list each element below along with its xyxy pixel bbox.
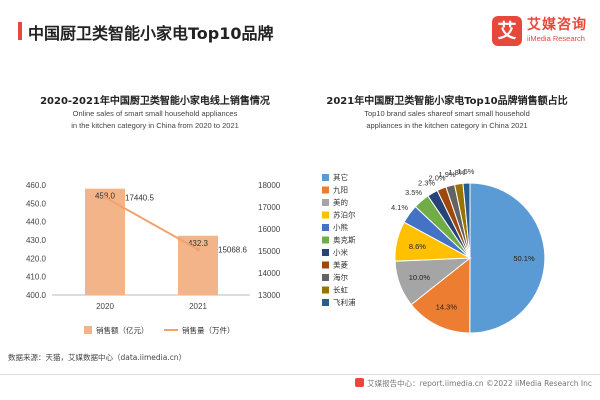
right-axis-tick-label: 13000 xyxy=(258,291,281,300)
data-source-note: 数据来源：天猫，艾媒数据中心（data.iimedia.cn） xyxy=(8,353,187,362)
pie-legend-swatch xyxy=(322,199,329,206)
right-axis-tick-label: 17000 xyxy=(258,203,281,212)
pie-legend-swatch xyxy=(322,274,329,281)
pie-legend-label: 长虹 xyxy=(333,285,348,295)
bar-line-combo-chart: 400.0 410.0 420.0 430.0 440.0 450.0 460.0 13000… xyxy=(26,181,281,335)
footer-divider xyxy=(0,374,600,375)
bar-chart-subtitle-line: in the kitchen category in China from 20… xyxy=(71,121,239,130)
pie-legend-swatch xyxy=(322,211,329,219)
pie-legend-swatch xyxy=(322,236,329,244)
pie-slice xyxy=(410,256,471,334)
pie-legend-swatch xyxy=(322,174,329,181)
pie-legend-swatch xyxy=(322,186,329,194)
pie-slice-label: 14.3% xyxy=(436,303,458,312)
bar-chart-subtitle-line: Online sales of smart small household ap… xyxy=(72,109,238,118)
pie-chart-subtitle-line: Top10 brand sales shareof smart small ho… xyxy=(364,109,530,118)
pie-legend-label: 九阳 xyxy=(333,186,348,195)
sales-value-bar xyxy=(85,188,125,295)
pie-legend-swatch xyxy=(322,224,329,231)
pie-legend-label: 其它 xyxy=(333,172,348,182)
logo-mark-icon: 艾 xyxy=(492,16,522,46)
sales-value-bar xyxy=(178,235,218,295)
pie-legend-label: 飞利浦 xyxy=(333,297,356,307)
pie-legend-label: 小米 xyxy=(333,247,348,257)
bar-chart-title: 2020-2021年中国厨卫类智能小家电线上销售情况 xyxy=(40,96,270,107)
pie-chart-title: 2021年中国厨卫类智能小家电Top10品牌销售额占比 xyxy=(326,96,568,107)
sales-volume-point xyxy=(196,247,200,252)
pie-legend-label: 奥克斯 xyxy=(333,235,356,245)
legend-line-label: 销售量（万件） xyxy=(182,325,235,335)
pie-slice-label: 3.5% xyxy=(405,188,422,197)
pie-legend-label: 美的 xyxy=(333,197,348,207)
footer-copyright-text: 艾媒报告中心：report.iimedia.cn ©2022 iiMedia R… xyxy=(367,379,592,388)
legend-bar-swatch xyxy=(84,326,92,334)
pie-slice-label: 2.3% xyxy=(418,179,435,188)
sales-volume-point-label: 15068.6 xyxy=(218,245,247,254)
report-center-icon xyxy=(355,378,365,387)
right-axis-tick-label: 18000 xyxy=(258,181,281,190)
bar-chart-subtitle: Online sales of smart small household ap… xyxy=(20,108,290,132)
pie-slice-label: 1.5% xyxy=(457,167,474,176)
pie-slice-label: 10.0% xyxy=(409,273,431,282)
pie-slice-label: 8.6% xyxy=(409,242,426,251)
logo-name-en: iiMedia Research xyxy=(527,34,585,43)
right-axis-tick-label: 15000 xyxy=(258,247,281,256)
right-axis-tick-label: 16000 xyxy=(258,225,281,234)
pie-slice-label: 4.1% xyxy=(391,203,408,212)
pie-slice xyxy=(462,182,471,259)
pie-legend-label: 苏泊尔 xyxy=(333,210,356,220)
page-title: 中国厨卫类智能小家电Top10品牌 xyxy=(28,24,274,43)
pie-slice-label: 50.1% xyxy=(513,254,535,263)
pie-slice xyxy=(469,182,546,334)
pie-slice-label: 2.0% xyxy=(428,174,445,183)
pie-chart-subtitle: Top10 brand sales shareof smart small ho… xyxy=(302,108,592,132)
logo-name-cn: 艾媒咨询 xyxy=(527,17,587,33)
footer-copyright: 艾媒报告中心：report.iimedia.cn ©2022 iiMedia R… xyxy=(355,378,592,389)
sales-value-bar-label: 432.3 xyxy=(188,239,209,248)
iimedia-logo: 艾 艾媒咨询 iiMedia Research xyxy=(492,14,594,54)
sales-volume-point xyxy=(103,195,107,200)
pie-legend-swatch xyxy=(322,299,329,306)
x-axis-category-label: 2021 xyxy=(189,302,207,311)
left-axis-tick-label: 400.0 xyxy=(26,291,47,300)
pie-slice-label: 1.9% xyxy=(439,170,456,179)
sales-volume-point-label: 17440.5 xyxy=(125,193,154,202)
legend-bar-label: 销售额（亿元） xyxy=(96,325,149,335)
pie-chart-subtitle-line: appliances in the kitchen category in Ch… xyxy=(366,121,528,130)
right-axis-tick-label: 14000 xyxy=(258,269,281,278)
pie-legend-swatch xyxy=(322,261,329,269)
title-accent-bar xyxy=(18,22,22,40)
pie-legend-label: 美菱 xyxy=(333,260,348,270)
left-axis-tick-label: 410.0 xyxy=(26,273,47,282)
pie-legend-label: 海尔 xyxy=(333,272,348,282)
pie-legend-swatch xyxy=(322,286,329,294)
x-axis-category-label: 2020 xyxy=(96,302,114,311)
left-axis-tick-label: 460.0 xyxy=(26,181,47,190)
pie-slice-label: 1.8% xyxy=(448,168,465,177)
pie-legend-swatch xyxy=(322,249,329,256)
sales-volume-line xyxy=(104,196,199,251)
left-axis-tick-label: 440.0 xyxy=(26,218,47,227)
left-axis-tick-label: 450.0 xyxy=(26,199,47,208)
pie-legend-label: 小熊 xyxy=(333,222,348,232)
left-axis-tick-label: 430.0 xyxy=(26,236,47,245)
left-axis-tick-label: 420.0 xyxy=(26,254,47,263)
